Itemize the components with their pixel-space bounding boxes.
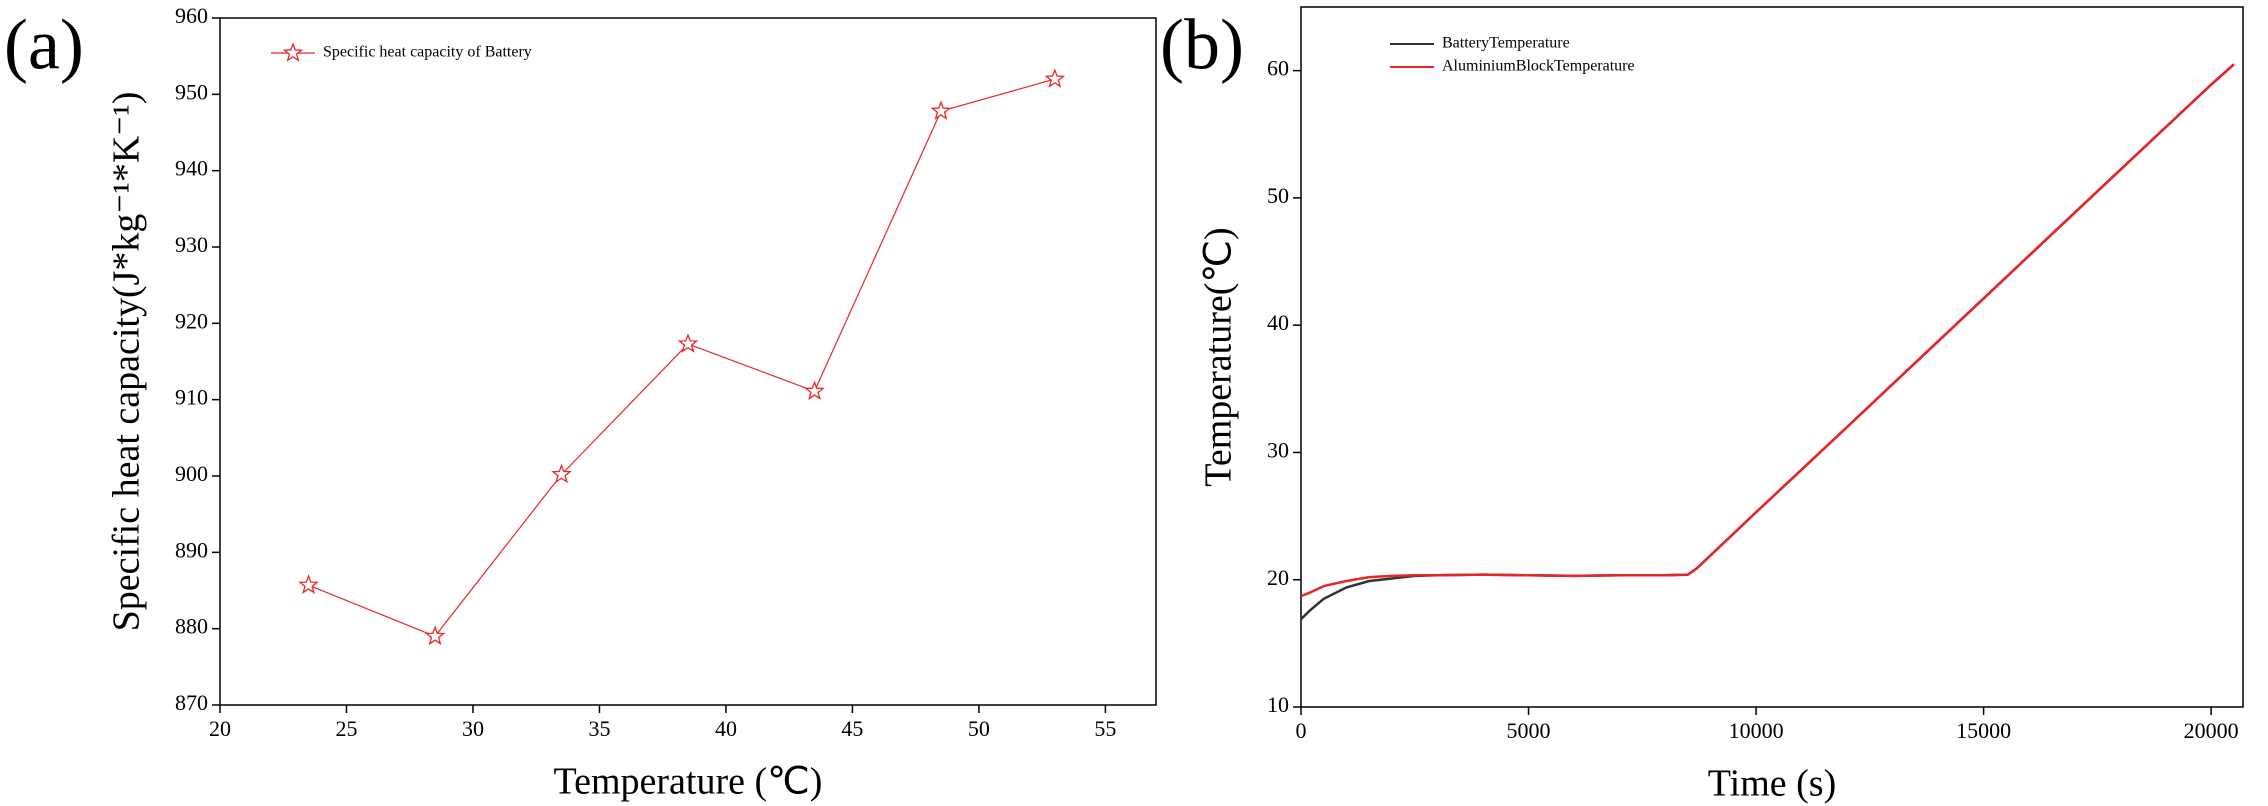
legend-label: Specific heat capacity of Battery xyxy=(323,44,532,61)
x-tick-label: 45 xyxy=(841,716,863,741)
x-tick-label: 20 xyxy=(209,716,231,741)
y-tick-label: 50 xyxy=(1267,183,1289,208)
y-axis-title: Specific heat capacity(J*kg⁻¹*K⁻¹) xyxy=(106,92,148,632)
panel-label: (b) xyxy=(1160,5,1244,85)
series-line xyxy=(1300,63,2235,598)
legend-marker xyxy=(282,42,304,62)
y-tick-label: 920 xyxy=(175,308,208,333)
y-tick-label: 930 xyxy=(175,232,208,257)
y-tick-label: 890 xyxy=(175,537,208,562)
y-tick-label: 10 xyxy=(1267,692,1289,717)
star-marker xyxy=(930,100,952,120)
x-tick-label: 30 xyxy=(462,716,484,741)
y-tick-label: 950 xyxy=(175,79,208,104)
y-axis-title: Temperature(℃) xyxy=(1198,227,1240,486)
star-marker xyxy=(1044,68,1066,88)
x-tick-label: 0 xyxy=(1296,718,1307,743)
x-tick-label: 35 xyxy=(588,716,610,741)
x-tick-label: 50 xyxy=(968,716,990,741)
star-marker xyxy=(677,333,699,353)
y-tick-label: 870 xyxy=(175,690,208,715)
x-tick-label: 55 xyxy=(1094,716,1116,741)
plot-frame xyxy=(1300,6,2244,708)
y-tick-label: 60 xyxy=(1267,56,1289,81)
y-tick-label: 20 xyxy=(1267,565,1289,590)
y-tick-label: 40 xyxy=(1267,310,1289,335)
star-marker xyxy=(298,574,319,594)
star-marker xyxy=(551,463,572,484)
x-tick-label: 15000 xyxy=(1956,718,2011,743)
x-tick-label: 5000 xyxy=(1507,718,1551,743)
y-tick-label: 880 xyxy=(175,614,208,639)
x-tick-label: 10000 xyxy=(1729,718,1784,743)
series-line xyxy=(1300,63,2235,621)
star-marker xyxy=(804,380,825,401)
star-marker xyxy=(424,625,446,646)
x-axis-title: Time (s) xyxy=(1708,763,1836,805)
y-tick-label: 940 xyxy=(175,156,208,181)
x-tick-label: 25 xyxy=(335,716,357,741)
legend-label: BatteryTemperature xyxy=(1442,35,1570,52)
legend-label: AluminiumBlockTemperature xyxy=(1442,58,1635,75)
plot-frame xyxy=(219,17,1157,706)
y-tick-label: 960 xyxy=(175,3,208,28)
panel-label: (a) xyxy=(4,5,84,85)
y-tick-label: 910 xyxy=(175,385,208,410)
series-line xyxy=(308,78,1055,638)
x-tick-label: 20000 xyxy=(2184,718,2239,743)
x-tick-label: 40 xyxy=(715,716,737,741)
x-axis-title: Temperature (℃) xyxy=(554,761,823,803)
y-tick-label: 900 xyxy=(175,461,208,486)
y-tick-label: 30 xyxy=(1267,438,1289,463)
